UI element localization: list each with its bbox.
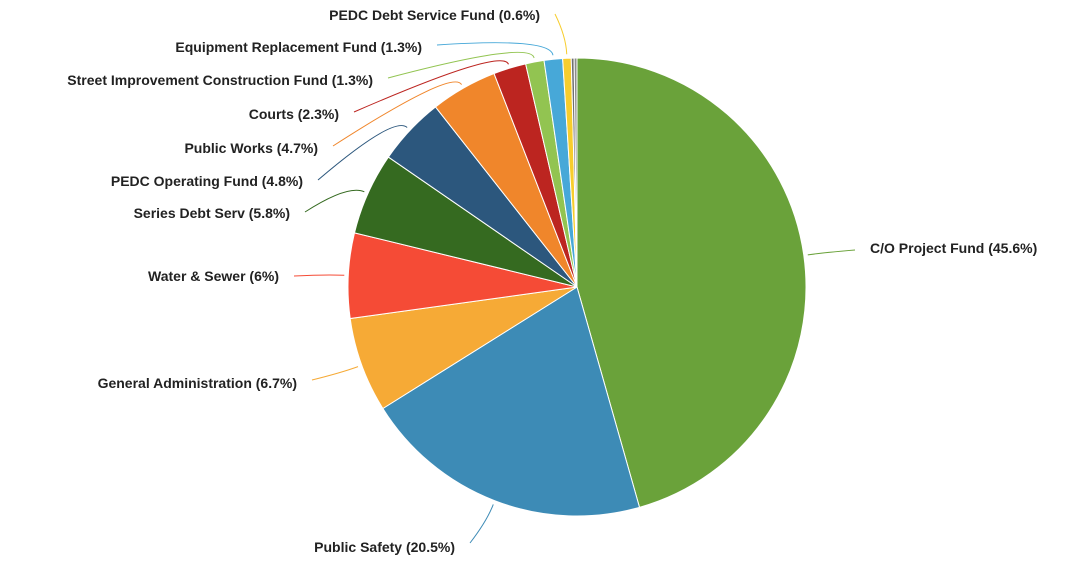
pie-slice-2: [382, 286, 641, 517]
slice-label-1: C/O Project Fund (45.6%): [870, 240, 1037, 256]
slice-label-10: Equipment Replacement Fund (1.3%): [175, 39, 422, 55]
slice-label-11: PEDC Debt Service Fund (0.6%): [329, 7, 540, 23]
leader-lines: [293, 13, 856, 544]
slice-label-7: Public Works (4.7%): [184, 140, 318, 156]
slice-label-4: Water & Sewer (6%): [148, 268, 279, 284]
leader-line-3: [311, 366, 359, 381]
pie-slice-1: [576, 57, 807, 508]
leader-line-8: [353, 60, 509, 113]
leader-line-10: [436, 42, 554, 56]
leader-line-7: [332, 81, 462, 147]
slice-label-3: General Administration (6.7%): [98, 375, 297, 391]
slice-labels: C/O Project Fund (45.6%) Public Safety (2…: [67, 7, 1037, 555]
leader-line-5: [304, 189, 365, 213]
leader-line-2: [469, 504, 494, 544]
leader-line-11: [554, 13, 568, 55]
slice-label-8: Courts (2.3%): [249, 106, 339, 122]
leader-line-1: [807, 249, 856, 256]
slice-label-2: Public Safety (20.5%): [314, 539, 455, 555]
pie-slice-13: [573, 57, 578, 288]
leader-line-9: [387, 51, 535, 79]
slice-label-9: Street Improvement Construction Fund (1.…: [67, 72, 373, 88]
pie-slices: [347, 57, 807, 517]
leader-line-6: [317, 125, 408, 181]
slice-label-6: PEDC Operating Fund (4.8%): [111, 173, 303, 189]
slice-label-5: Series Debt Serv (5.8%): [134, 205, 290, 221]
leader-line-4: [293, 274, 345, 277]
